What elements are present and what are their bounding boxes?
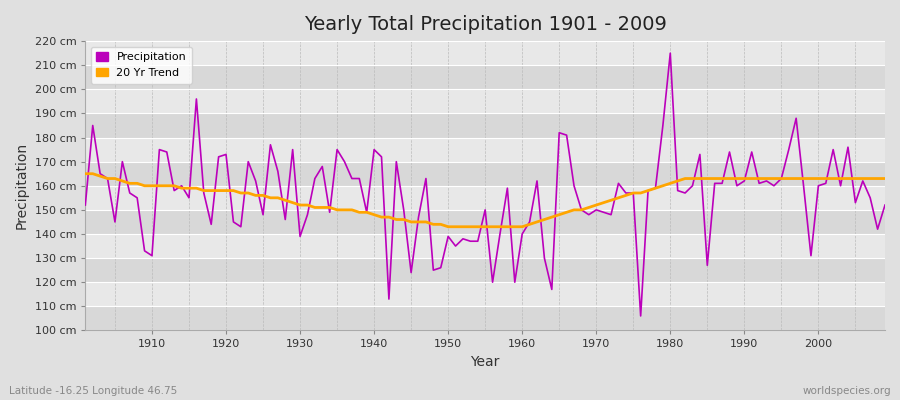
20 Yr Trend [302, 203, 313, 208]
20 Yr Trend [613, 196, 624, 200]
Title: Yearly Total Precipitation 1901 - 2009: Yearly Total Precipitation 1901 - 2009 [303, 15, 667, 34]
Text: worldspecies.org: worldspecies.org [803, 386, 891, 396]
Bar [86, 258, 885, 282]
Bar [86, 89, 885, 114]
Bar [86, 282, 885, 306]
Bar [86, 162, 885, 186]
20 Yr Trend [443, 224, 454, 229]
X-axis label: Year: Year [471, 355, 500, 369]
Precipitation [879, 203, 890, 208]
Precipitation [140, 248, 150, 253]
20 Yr Trend [517, 224, 527, 229]
Y-axis label: Precipitation: Precipitation [15, 142, 29, 229]
Bar [86, 306, 885, 330]
Bar [86, 186, 885, 210]
Precipitation [80, 203, 91, 208]
20 Yr Trend [879, 176, 890, 181]
Precipitation [665, 51, 676, 56]
Line: Precipitation: Precipitation [86, 53, 885, 316]
Bar [86, 41, 885, 65]
Text: Latitude -16.25 Longitude 46.75: Latitude -16.25 Longitude 46.75 [9, 386, 177, 396]
Legend: Precipitation, 20 Yr Trend: Precipitation, 20 Yr Trend [91, 47, 192, 84]
Bar [86, 138, 885, 162]
20 Yr Trend [346, 208, 357, 212]
Precipitation [346, 176, 357, 181]
20 Yr Trend [140, 183, 150, 188]
Line: 20 Yr Trend: 20 Yr Trend [86, 174, 885, 227]
Precipitation [509, 280, 520, 284]
20 Yr Trend [524, 222, 535, 227]
Bar [86, 210, 885, 234]
Precipitation [302, 212, 313, 217]
Precipitation [606, 212, 616, 217]
Precipitation [517, 232, 527, 236]
Bar [86, 65, 885, 89]
Bar [86, 114, 885, 138]
Bar [86, 234, 885, 258]
20 Yr Trend [80, 171, 91, 176]
Precipitation [635, 314, 646, 318]
